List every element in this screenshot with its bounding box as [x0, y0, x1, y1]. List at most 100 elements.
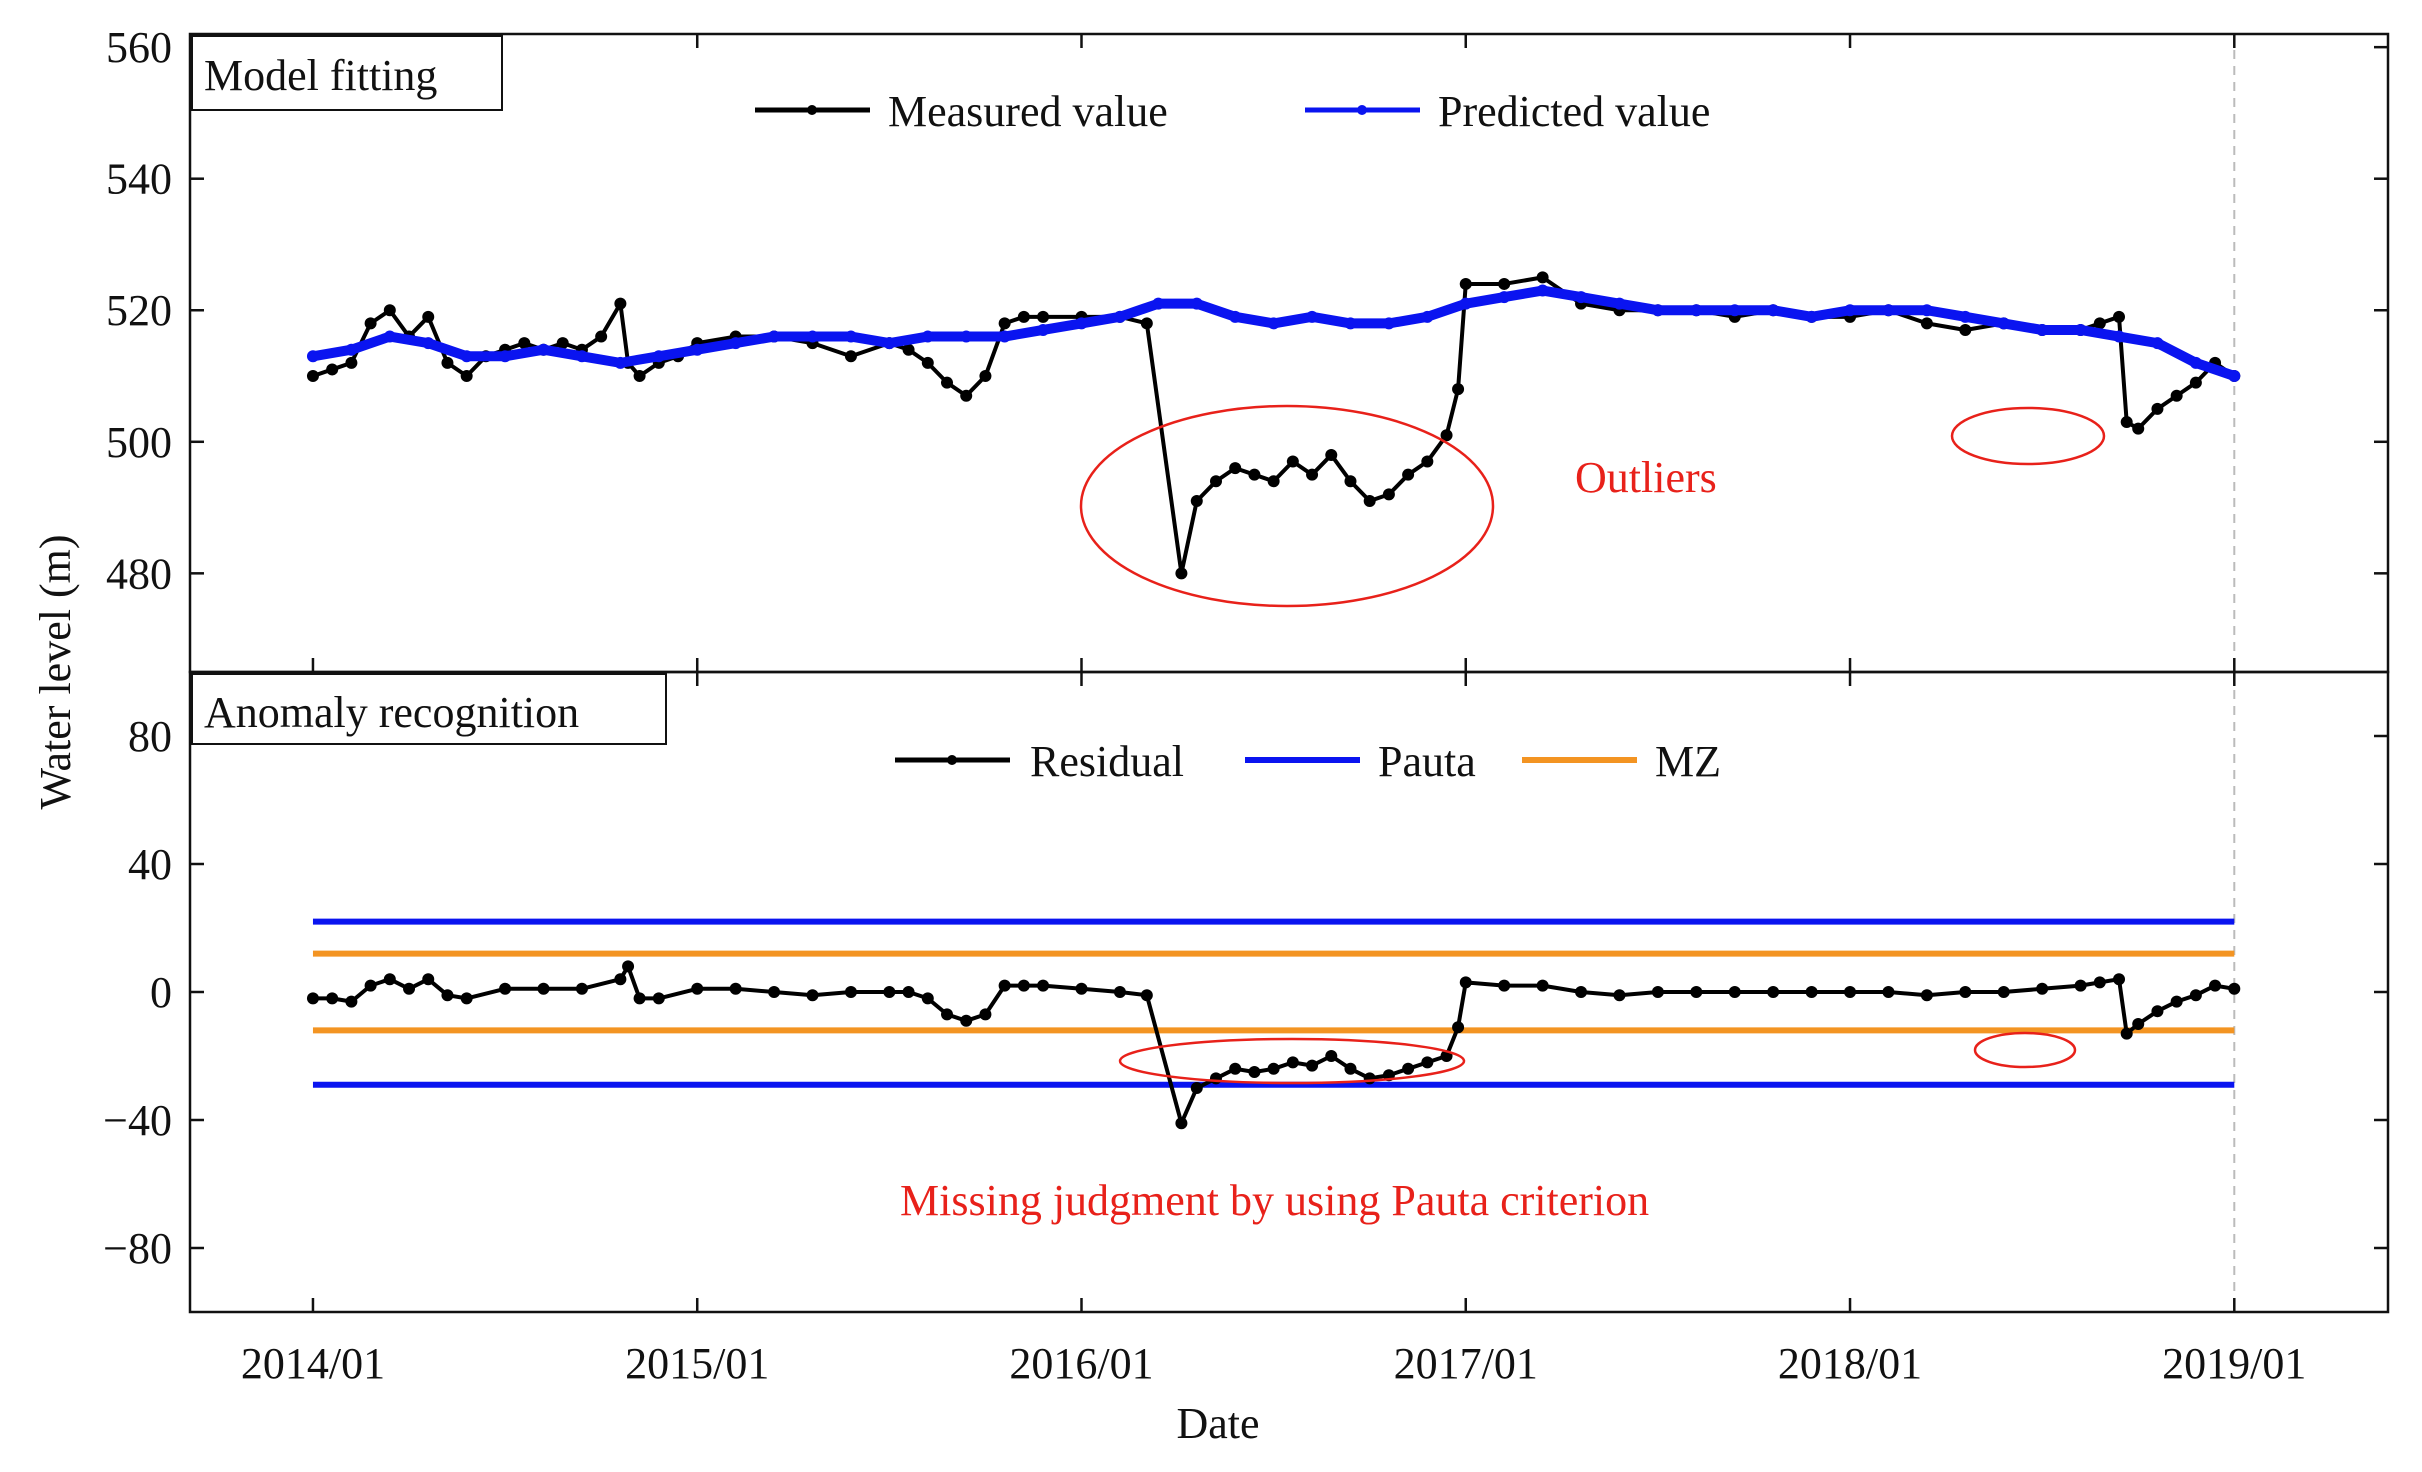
bottom-y-tick-label: −80 — [103, 1224, 172, 1273]
predicted-value-point — [575, 350, 588, 363]
measured-value-point — [422, 310, 435, 323]
residual-point — [1017, 979, 1030, 992]
measured-value-point — [2170, 389, 2183, 402]
predicted-value-point — [1767, 304, 1780, 317]
residual-point — [2151, 1005, 2164, 1018]
residual-point — [1452, 1021, 1465, 1034]
predicted-value-point — [383, 330, 396, 343]
predicted-value-point — [883, 337, 896, 350]
residual-point — [422, 973, 435, 986]
legend-label-residual: Residual — [1030, 737, 1184, 786]
predicted-value-point — [1498, 291, 1511, 304]
residual-point — [306, 992, 319, 1005]
residual-point — [2113, 973, 2126, 986]
residual-point — [979, 1008, 992, 1021]
predicted-value-point — [998, 330, 1011, 343]
residual-point — [729, 982, 742, 995]
missing-judgment-annotation: Missing judgment by using Pauta criterio… — [900, 1176, 1649, 1225]
residual-point — [2036, 982, 2049, 995]
measured-value-point — [1459, 277, 1472, 290]
residual-point — [1306, 1059, 1319, 1072]
top-y-tick-label: 500 — [106, 418, 172, 467]
residual-point — [1140, 989, 1153, 1002]
measured-value-point — [960, 389, 973, 402]
residual-point — [537, 982, 550, 995]
residual-point — [960, 1014, 973, 1027]
predicted-value-point — [1075, 317, 1088, 330]
top-legend: Measured value Predicted value — [755, 87, 1710, 136]
residual-point — [2170, 995, 2183, 1008]
residual-point — [998, 979, 1011, 992]
residual-point — [1344, 1062, 1357, 1075]
legend-label-measured: Measured value — [888, 87, 1168, 136]
predicted-value-point — [1344, 317, 1357, 330]
measured-value-point — [1286, 455, 1299, 468]
measured-value-point — [1421, 455, 1434, 468]
predicted-value-point — [768, 330, 781, 343]
residual-point — [921, 992, 934, 1005]
measured-value-point — [998, 317, 1011, 330]
measured-value-point — [633, 370, 646, 383]
top-panel-series — [306, 271, 2241, 580]
bottom-y-tick-label: 80 — [128, 712, 172, 761]
predicted-value-point — [1613, 297, 1626, 310]
measured-value-point — [1209, 475, 1222, 488]
measured-value-point — [941, 376, 954, 389]
residual-point — [1190, 1082, 1203, 1094]
missing-judgment-ellipse-2016 — [1118, 1037, 1466, 1085]
bottom-panel-title: Anomaly recognition — [204, 688, 579, 737]
predicted-value-point — [1459, 297, 1472, 310]
residual-point — [691, 982, 704, 995]
residual-point — [1075, 982, 1088, 995]
measured-value-point — [844, 350, 857, 363]
residual-point — [1997, 986, 2010, 998]
legend-marker-measured — [807, 105, 817, 115]
predicted-value-point — [2151, 337, 2164, 350]
residual-point — [622, 960, 635, 973]
predicted-value-point — [1959, 310, 1972, 323]
bottom-panel-series — [306, 918, 2241, 1130]
measured-value-point — [595, 330, 608, 343]
residual-point — [2209, 979, 2222, 992]
predicted-value-point — [2074, 323, 2087, 336]
legend-marker-residual — [947, 755, 957, 765]
residual-point — [1175, 1117, 1188, 1130]
measured-value-point — [1959, 323, 1972, 336]
predicted-value-point — [1267, 317, 1280, 330]
predicted-value-point — [960, 330, 973, 343]
residual-point — [2228, 982, 2241, 995]
predicted-value-point — [2189, 356, 2202, 369]
measured-value-point — [518, 337, 531, 350]
residual-point — [844, 986, 857, 998]
residual-point — [806, 989, 819, 1002]
predicted-value-point — [691, 343, 704, 356]
measured-value-point — [556, 337, 569, 350]
measured-value-point — [1440, 429, 1453, 442]
residual-point — [2093, 976, 2106, 989]
residual-point — [1498, 979, 1511, 992]
residual-point — [2120, 1027, 2133, 1040]
residual-point — [614, 973, 627, 986]
bottom-panel-title-box — [191, 673, 667, 745]
predicted-value-point — [1536, 284, 1549, 297]
predicted-value-point — [499, 350, 512, 363]
residual-point — [1767, 986, 1780, 998]
outlier-ellipse-2018 — [1950, 406, 2106, 466]
top-y-tick-label: 540 — [106, 155, 172, 204]
residual-point — [345, 995, 358, 1008]
predicted-value-point — [1229, 310, 1242, 323]
residual-point — [2074, 979, 2087, 992]
predicted-value-point — [844, 330, 857, 343]
residual-point — [1402, 1062, 1415, 1075]
measured-value-point — [326, 363, 339, 376]
residual-point — [768, 986, 781, 998]
predicted-value-point — [1882, 304, 1895, 317]
residual-point — [1325, 1050, 1338, 1062]
predicted-value-point — [1805, 310, 1818, 323]
measured-value-point — [1363, 494, 1376, 507]
measured-value-point — [2113, 310, 2126, 323]
predicted-value-point — [729, 337, 742, 350]
residual-point — [652, 992, 665, 1005]
top-y-tick-label: 480 — [106, 549, 172, 598]
legend-label-pauta: Pauta — [1378, 737, 1476, 786]
